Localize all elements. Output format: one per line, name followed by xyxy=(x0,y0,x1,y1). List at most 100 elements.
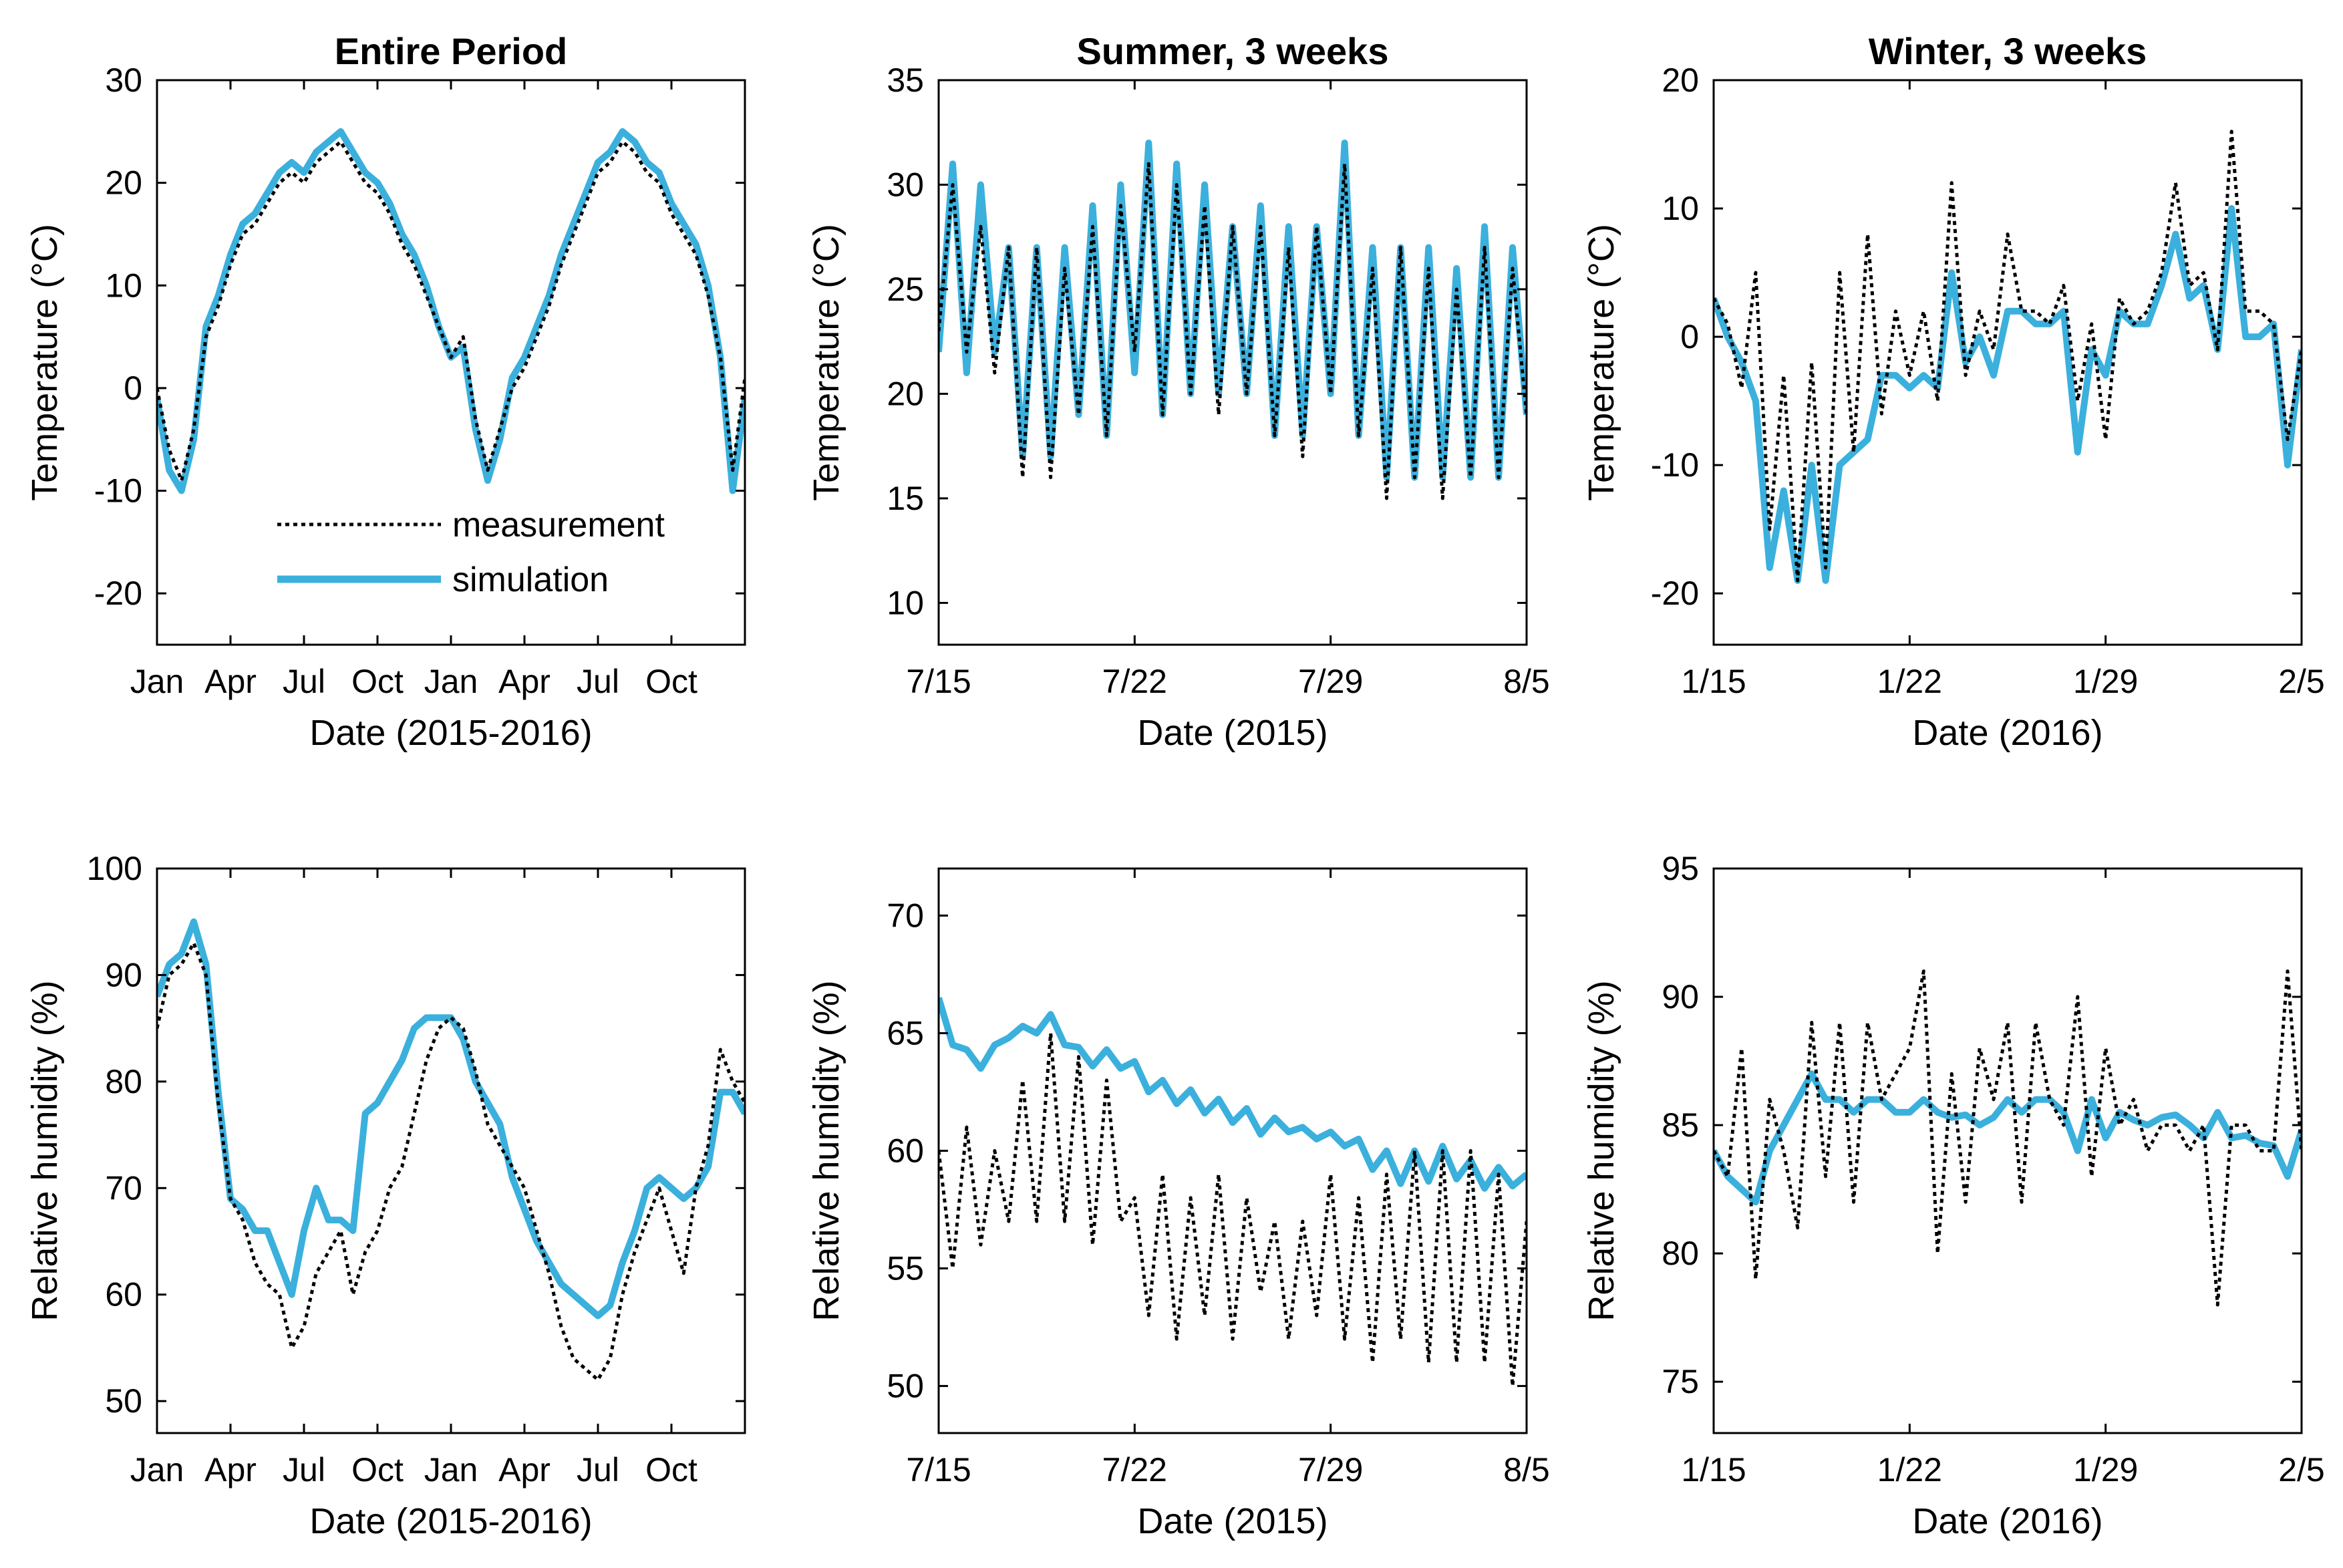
y-tick-label: 0 xyxy=(124,369,142,407)
x-axis-label: Date (2015-2016) xyxy=(309,713,592,753)
x-tick-label: 1/22 xyxy=(1877,663,1942,700)
x-tick-label: Jul xyxy=(283,1451,325,1488)
y-tick-label: 25 xyxy=(887,271,924,308)
y-tick-label: 30 xyxy=(105,61,142,99)
y-tick-label: 80 xyxy=(1662,1235,1699,1272)
y-tick-label: -20 xyxy=(1651,575,1699,612)
y-tick-label: 80 xyxy=(105,1063,142,1100)
x-tick-label: Apr xyxy=(498,1451,551,1488)
panel-3: -20 -10 0 10 20 1/15 1/22 1/29 2/5 Winter, 3 week… xyxy=(1581,30,2325,753)
x-tick-label: 7/15 xyxy=(906,1451,971,1488)
y-tick-label: 70 xyxy=(887,897,924,934)
axes-frame xyxy=(1712,867,2303,1434)
x-tick-label: Oct xyxy=(645,1451,697,1488)
y-tick-label: 20 xyxy=(1662,61,1699,99)
y-tick-label: 70 xyxy=(105,1169,142,1207)
y-tick-label: 0 xyxy=(1680,318,1699,355)
y-tick-label: 100 xyxy=(87,850,142,887)
x-tick-label: 1/29 xyxy=(2073,1451,2138,1488)
y-tick-label: 20 xyxy=(105,164,142,202)
x-tick-label: Jul xyxy=(577,1451,619,1488)
series-simulation-line xyxy=(939,997,1527,1192)
x-tick-label: 7/29 xyxy=(1298,1451,1363,1488)
panel-6: 75 80 85 90 95 1/15 1/22 1/29 2/5 Date (2016) Rela… xyxy=(1581,850,2325,1541)
y-tick-label: 50 xyxy=(105,1382,142,1420)
x-tick-label: 7/15 xyxy=(906,663,971,700)
x-tick-label: Jan xyxy=(424,663,478,700)
x-tick-label: Jan xyxy=(130,663,184,700)
y-tick-label: 35 xyxy=(887,61,924,99)
series-measurement-line xyxy=(939,162,1527,500)
y-axis-label: Temperature (°C) xyxy=(25,224,65,501)
y-tick-label: 60 xyxy=(105,1276,142,1313)
x-tick-label: 1/15 xyxy=(1681,1451,1746,1488)
y-tick-label: 85 xyxy=(1662,1106,1699,1144)
x-tick-label: Jul xyxy=(283,663,325,700)
series-measurement-line xyxy=(157,140,745,482)
y-tick-label: -20 xyxy=(94,575,142,612)
x-tick-label: 2/5 xyxy=(2278,1451,2325,1488)
y-tick-label: -10 xyxy=(94,472,142,510)
y-axis-label: Relative humidity (%) xyxy=(25,980,65,1321)
panel-5: 50 55 60 65 70 7/15 7/22 7/29 8/5 Date (2015) Rela… xyxy=(806,867,1550,1541)
x-tick-label: 2/5 xyxy=(2278,663,2325,700)
y-tick-label: 75 xyxy=(1662,1363,1699,1400)
y-tick-label: 20 xyxy=(887,375,924,412)
y-tick-label: 55 xyxy=(887,1250,924,1287)
y-tick-label: -10 xyxy=(1651,446,1699,484)
chart-title: Summer, 3 weeks xyxy=(1077,30,1389,72)
y-axis-label: Relative humidity (%) xyxy=(1581,980,1621,1321)
x-tick-label: Oct xyxy=(645,663,697,700)
series-measurement-line xyxy=(939,1032,1527,1388)
x-tick-label: Jan xyxy=(130,1451,184,1488)
series-simulation-line xyxy=(1714,205,2302,584)
y-tick-label: 10 xyxy=(105,267,142,304)
panels: -20 -10 0 10 20 30 Jan Apr Jul Oct Jan Apr Jul Oct Ent… xyxy=(25,30,2325,1541)
y-axis-label: Temperature (°C) xyxy=(1581,224,1621,501)
x-tick-label: 7/22 xyxy=(1102,663,1167,700)
y-axis-label: Relative humidity (%) xyxy=(806,980,846,1321)
x-tick-label: Oct xyxy=(351,1451,404,1488)
x-tick-label: 7/22 xyxy=(1102,1451,1167,1488)
x-tick-label: Jan xyxy=(424,1451,478,1488)
x-tick-label: Jul xyxy=(577,663,619,700)
x-tick-label: 1/29 xyxy=(2073,663,2138,700)
y-tick-label: 65 xyxy=(887,1014,924,1052)
y-axis-label: Temperature (°C) xyxy=(806,224,846,501)
x-tick-label: Apr xyxy=(498,663,551,700)
panel-2: 10 15 20 25 30 35 7/15 7/22 7/29 8/5 Summer, 3 wee… xyxy=(806,30,1550,753)
panel-1: -20 -10 0 10 20 30 Jan Apr Jul Oct Jan Apr Jul Oct Ent… xyxy=(25,30,746,753)
y-tick-label: 90 xyxy=(105,956,142,993)
y-tick-label: 10 xyxy=(887,584,924,621)
x-tick-label: 8/5 xyxy=(1503,1451,1550,1488)
legend-measurement-label: measurement xyxy=(452,506,665,544)
axes-frame xyxy=(156,79,746,646)
chart-title: Winter, 3 weeks xyxy=(1869,30,2147,72)
x-tick-label: 1/22 xyxy=(1877,1451,1942,1488)
series-measurement-line xyxy=(1714,130,2302,583)
x-axis-label: Date (2016) xyxy=(1912,1501,2102,1541)
y-tick-label: 95 xyxy=(1662,850,1699,887)
series-simulation-line xyxy=(157,128,745,494)
x-axis-label: Date (2015-2016) xyxy=(309,1501,592,1541)
series-measurement-line xyxy=(157,941,745,1382)
panel-4: 50 60 70 80 90 100 Jan Apr Jul Oct Jan Apr Jul Oct Dat… xyxy=(25,850,746,1541)
x-axis-label: Date (2015) xyxy=(1137,713,1327,753)
chart-title: Entire Period xyxy=(335,30,568,72)
y-tick-label: 15 xyxy=(887,480,924,517)
series-measurement-line xyxy=(1714,969,2302,1307)
x-axis-label: Date (2016) xyxy=(1912,713,2102,753)
x-tick-label: Apr xyxy=(204,663,257,700)
y-tick-label: 50 xyxy=(887,1368,924,1405)
y-tick-label: 90 xyxy=(1662,978,1699,1015)
x-tick-label: 1/15 xyxy=(1681,663,1746,700)
legend: measurement simulation xyxy=(277,506,665,599)
x-tick-label: 7/29 xyxy=(1298,663,1363,700)
x-tick-label: Apr xyxy=(204,1451,257,1488)
y-tick-label: 60 xyxy=(887,1132,924,1170)
y-tick-label: 10 xyxy=(1662,190,1699,227)
series-simulation-line xyxy=(157,918,745,1319)
x-tick-label: Oct xyxy=(351,663,404,700)
axes-frame xyxy=(937,79,1528,646)
